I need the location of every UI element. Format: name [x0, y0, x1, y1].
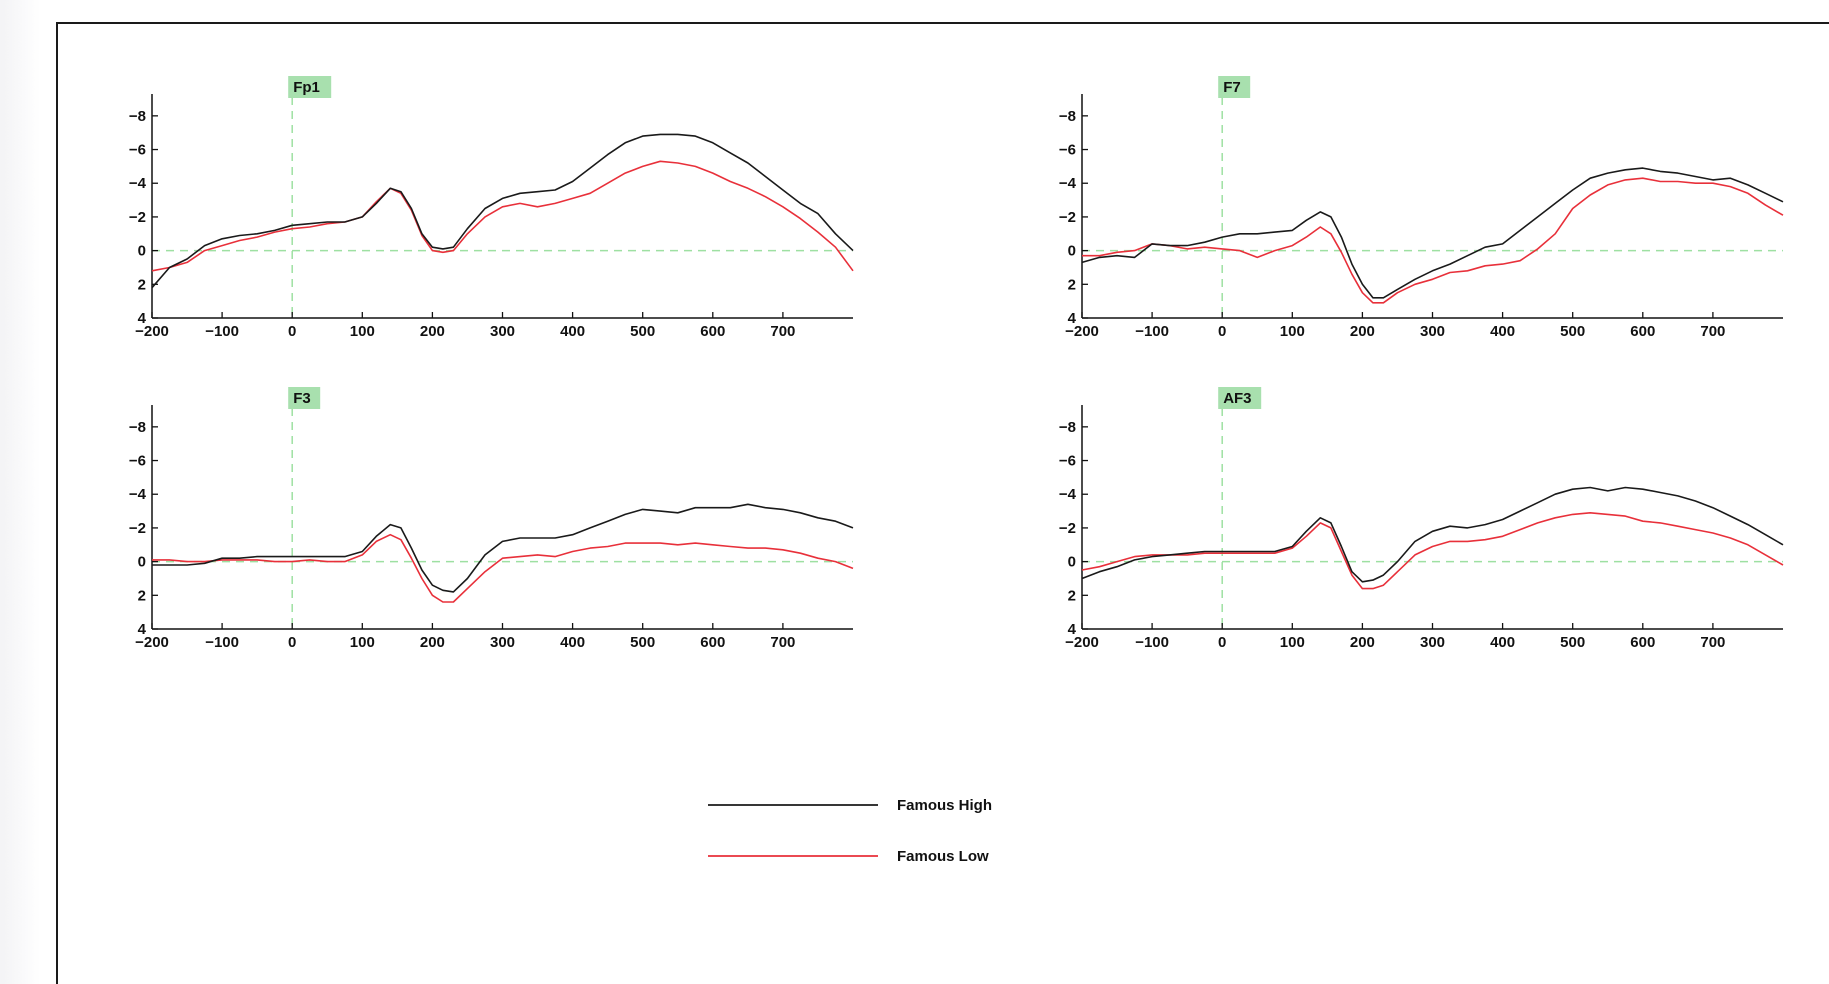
- y-tick-label: −2: [129, 520, 146, 537]
- series-line-famous-high: [151, 133, 854, 289]
- x-tick-label: 300: [490, 634, 515, 651]
- x-tick-label: −200: [135, 634, 169, 651]
- series-line-famous-high: [152, 503, 854, 593]
- x-tick-label: 600: [700, 634, 725, 651]
- y-tick-label: 0: [1068, 243, 1076, 260]
- x-tick-label: 600: [1630, 323, 1655, 340]
- y-tick-label: −2: [129, 209, 146, 226]
- y-tick-label: −8: [129, 108, 146, 125]
- channel-label: F7: [1223, 79, 1241, 96]
- y-tick-label: −6: [129, 453, 146, 470]
- x-tick-label: 200: [420, 634, 445, 651]
- x-tick-label: 400: [1490, 323, 1515, 340]
- y-tick-label: −6: [1059, 142, 1076, 159]
- channel-label-box: [288, 76, 332, 98]
- y-tick-label: 4: [138, 621, 147, 638]
- y-tick-label: 2: [1068, 276, 1076, 293]
- x-tick-label: 0: [288, 323, 296, 340]
- x-tick-label: 300: [490, 323, 515, 340]
- y-tick-label: 2: [138, 587, 146, 604]
- channel-label: AF3: [1223, 390, 1251, 407]
- x-tick-label: 500: [1560, 634, 1585, 651]
- x-tick-label: 0: [288, 634, 296, 651]
- y-tick-label: 0: [138, 554, 146, 571]
- y-tick-label: −6: [1059, 453, 1076, 470]
- channel-label-box: [1218, 76, 1251, 98]
- figure-frame: [56, 22, 1829, 984]
- x-tick-label: 200: [1350, 634, 1375, 651]
- x-tick-label: 600: [1630, 634, 1655, 651]
- x-tick-label: 400: [560, 634, 585, 651]
- x-tick-label: 400: [1490, 634, 1515, 651]
- channel-label-box: [288, 387, 321, 409]
- legend-label: Famous High: [897, 797, 992, 814]
- series-line-famous-low: [1082, 177, 1784, 304]
- x-tick-label: 100: [350, 323, 375, 340]
- x-tick-label: 0: [1218, 634, 1226, 651]
- y-tick-label: 0: [1068, 554, 1076, 571]
- y-tick-label: −4: [1059, 175, 1077, 192]
- channel-label: F3: [293, 390, 311, 407]
- y-tick-label: −4: [129, 486, 147, 503]
- y-tick-label: −8: [1059, 419, 1076, 436]
- x-tick-label: −100: [205, 634, 239, 651]
- x-tick-label: 300: [1420, 634, 1445, 651]
- legend: Famous High Famous Low: [708, 797, 992, 865]
- y-tick-label: 0: [138, 243, 146, 260]
- y-tick-label: 4: [1068, 310, 1077, 327]
- y-tick-label: −8: [1059, 108, 1076, 125]
- series-line-famous-low: [151, 160, 854, 272]
- legend-label: Famous Low: [897, 848, 989, 865]
- y-tick-label: 4: [1068, 621, 1077, 638]
- x-tick-label: 500: [630, 634, 655, 651]
- panel-af3: −8 −6 −4 −2 0 2 4−200 −100 0 100 200 300 400 500 600 70…: [1059, 387, 1784, 651]
- panel-f3: −8 −6 −4 −2 0 2 4−200 −100 0 100 200 300 400 500 600 70…: [129, 387, 854, 651]
- x-tick-label: 700: [1700, 323, 1725, 340]
- y-tick-label: 2: [138, 276, 146, 293]
- x-tick-label: 600: [700, 323, 725, 340]
- panel-fp1: −8 −6 −4 −2 0 2 4−200 −100 0 100 200 300 400 500 600 70…: [129, 76, 854, 340]
- series-line-famous-low: [152, 533, 854, 603]
- x-tick-label: 100: [1280, 634, 1305, 651]
- x-tick-label: 100: [1280, 323, 1305, 340]
- x-tick-label: 100: [350, 634, 375, 651]
- y-tick-label: −6: [129, 142, 146, 159]
- x-tick-label: 500: [1560, 323, 1585, 340]
- y-tick-label: 2: [1068, 587, 1076, 604]
- x-tick-label: −200: [1065, 323, 1099, 340]
- x-tick-label: 200: [1350, 323, 1375, 340]
- y-tick-label: −2: [1059, 520, 1076, 537]
- x-tick-label: 700: [770, 634, 795, 651]
- y-tick-label: −4: [1059, 486, 1077, 503]
- y-tick-label: −8: [129, 419, 146, 436]
- x-tick-label: 700: [770, 323, 795, 340]
- x-tick-label: 500: [630, 323, 655, 340]
- channel-label: Fp1: [293, 79, 320, 96]
- series-line-famous-low: [1081, 511, 1784, 590]
- x-tick-label: −100: [1135, 634, 1169, 651]
- channel-label-box: [1218, 387, 1262, 409]
- x-tick-label: −100: [205, 323, 239, 340]
- x-tick-label: 300: [1420, 323, 1445, 340]
- y-tick-label: −4: [129, 175, 147, 192]
- series-line-famous-high: [1081, 167, 1784, 299]
- y-tick-label: 4: [138, 310, 147, 327]
- series-line-famous-high: [1081, 486, 1784, 583]
- x-tick-label: −200: [1065, 634, 1099, 651]
- x-tick-label: −200: [135, 323, 169, 340]
- x-tick-label: −100: [1135, 323, 1169, 340]
- y-tick-label: −2: [1059, 209, 1076, 226]
- x-tick-label: 200: [420, 323, 445, 340]
- x-tick-label: 400: [560, 323, 585, 340]
- x-tick-label: 700: [1700, 634, 1725, 651]
- x-tick-label: 0: [1218, 323, 1226, 340]
- panel-f7: −8 −6 −4 −2 0 2 4−200 −100 0 100 200 300 400 500 600 70…: [1059, 76, 1784, 340]
